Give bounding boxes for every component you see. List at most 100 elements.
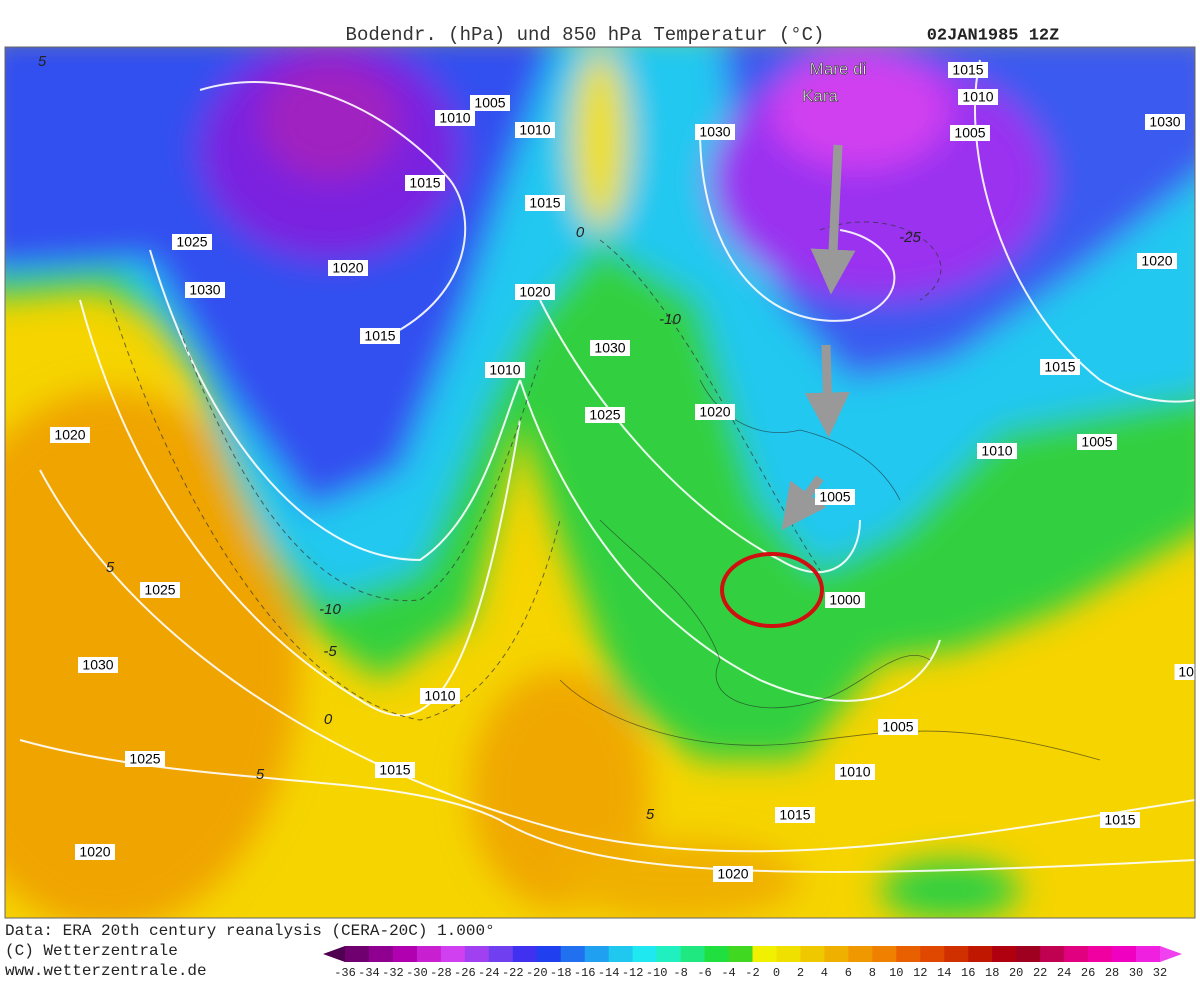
isobar-label: 1015 (952, 62, 983, 78)
legend-swatch (1136, 946, 1160, 962)
isobar-label: 101 (1178, 664, 1200, 680)
legend-label: -10 (646, 966, 668, 980)
legend-label: -4 (721, 966, 735, 980)
legend-swatch (872, 946, 896, 962)
legend-label: -2 (745, 966, 759, 980)
legend-swatch (323, 946, 345, 962)
isobar-label: 1020 (54, 427, 85, 443)
isobar-label: 1010 (424, 688, 455, 704)
legend-swatch (417, 946, 441, 962)
isobar-label: 1030 (82, 657, 113, 673)
legend-swatch (1016, 946, 1040, 962)
legend-label: 28 (1105, 966, 1119, 980)
legend-label: 20 (1009, 966, 1023, 980)
legend-label: -24 (478, 966, 500, 980)
isotherm-label: -25 (899, 229, 921, 246)
legend-swatch (513, 946, 537, 962)
legend-swatch (992, 946, 1016, 962)
legend-label: 10 (889, 966, 903, 980)
isotherm-label: 0 (324, 711, 333, 728)
isobar-label: 1005 (954, 125, 985, 141)
legend-label: 14 (937, 966, 951, 980)
isobar-label: 1005 (819, 489, 850, 505)
isotherm-label: -5 (323, 643, 337, 660)
isobar-label: 1025 (589, 407, 620, 423)
isobar-label: 1020 (717, 866, 748, 882)
annotation: Mare di (810, 59, 867, 78)
legend-swatch (1064, 946, 1088, 962)
isotherm-label: 5 (256, 766, 265, 783)
legend-swatch (920, 946, 944, 962)
legend-swatch (537, 946, 561, 962)
isobar-label: 1030 (594, 340, 625, 356)
isobar-label: 1015 (364, 328, 395, 344)
isobar-label: 1030 (699, 124, 730, 140)
legend-label: 30 (1129, 966, 1143, 980)
legend-label: 16 (961, 966, 975, 980)
legend-swatch (896, 946, 920, 962)
map-title: Bodendr. (hPa) und 850 hPa Temperatur (°… (346, 24, 825, 46)
legend-swatch (824, 946, 848, 962)
isobar-label: 1020 (699, 404, 730, 420)
legend-label: -18 (550, 966, 572, 980)
legend-swatch (848, 946, 872, 962)
map-date: 02JAN1985 12Z (927, 26, 1060, 45)
isobar-label: 1015 (409, 175, 440, 191)
legend-swatch (585, 946, 609, 962)
isobar-label: 1010 (981, 443, 1012, 459)
legend-swatch (968, 946, 992, 962)
isobar-label: 1015 (1104, 812, 1135, 828)
isobar-label: 1015 (529, 195, 560, 211)
legend-swatch (705, 946, 729, 962)
legend-label: -16 (574, 966, 596, 980)
legend-label: 4 (821, 966, 828, 980)
legend-swatch (1112, 946, 1136, 962)
legend-label: 8 (869, 966, 876, 980)
isotherm-label: -10 (659, 311, 681, 328)
isobar-label: 1005 (474, 95, 505, 111)
legend-label: -30 (406, 966, 428, 980)
isobar-label: 1030 (1149, 114, 1180, 130)
legend-label: -14 (598, 966, 620, 980)
legend-swatch (441, 946, 465, 962)
legend-label: 18 (985, 966, 999, 980)
isobar-label: 1010 (519, 122, 550, 138)
isotherm-label: -10 (319, 601, 341, 618)
isotherm-label: 5 (106, 559, 115, 576)
legend-label: -36 (334, 966, 356, 980)
isobar-label: 1005 (882, 719, 913, 735)
legend-label: 2 (797, 966, 804, 980)
isobar-label: 1025 (144, 582, 175, 598)
isobar-label: 1010 (839, 764, 870, 780)
legend-swatch (561, 946, 585, 962)
isobar-label: 1010 (962, 89, 993, 105)
legend-swatch (465, 946, 489, 962)
legend-label: 12 (913, 966, 927, 980)
legend-swatch (800, 946, 824, 962)
legend-label: -32 (382, 966, 404, 980)
legend-label: -12 (622, 966, 644, 980)
isobar-label: 1025 (129, 751, 160, 767)
legend-swatch (633, 946, 657, 962)
source-text: Data: ERA 20th century reanalysis (CERA-… (5, 922, 495, 940)
isobar-label: 1020 (79, 844, 110, 860)
isobar-label: 1020 (332, 260, 363, 276)
isobar-label: 1010 (439, 110, 470, 126)
legend-label: 6 (845, 966, 852, 980)
isobar-label: 1020 (519, 284, 550, 300)
legend-label: -34 (358, 966, 380, 980)
isotherm-label: 5 (38, 53, 47, 70)
legend-swatch (489, 946, 513, 962)
isotherm-label: 5 (646, 806, 655, 823)
legend-label: -20 (526, 966, 548, 980)
isotherm-label: 0 (576, 224, 585, 241)
legend-swatch (729, 946, 753, 962)
legend-label: -28 (430, 966, 452, 980)
legend-swatch (681, 946, 705, 962)
legend-swatch (776, 946, 800, 962)
map: Mare di Kara 100510101010101510151025102… (0, 30, 1200, 930)
legend-label: -26 (454, 966, 476, 980)
isobar-label: 1030 (189, 282, 220, 298)
annotation: Kara (802, 86, 838, 105)
